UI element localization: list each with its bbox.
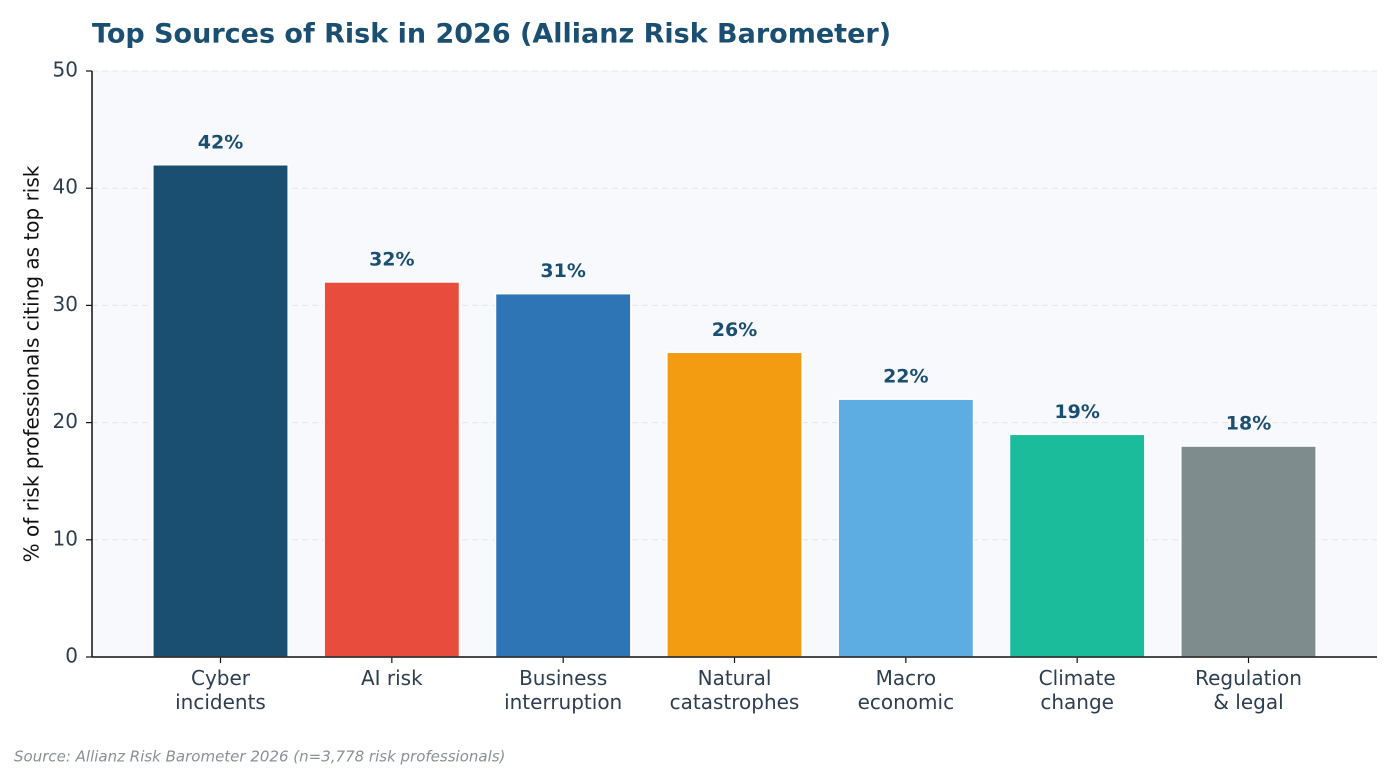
value-label: 18%	[1226, 413, 1271, 435]
value-label: 22%	[883, 366, 928, 388]
y-tick-label: 40	[53, 175, 78, 199]
bar	[1008, 433, 1146, 658]
bar	[837, 398, 975, 658]
bar	[152, 164, 289, 658]
value-label: 26%	[712, 319, 757, 341]
x-tick-label: Cyber incidents	[175, 666, 266, 714]
bar	[666, 351, 803, 658]
y-tick-label: 0	[65, 644, 78, 668]
value-label: 19%	[1054, 401, 1099, 423]
x-tick-label: Business interruption	[504, 666, 622, 714]
x-tick-label: Natural catastrophes	[670, 666, 800, 714]
x-tick-label: Macro economic	[858, 666, 954, 714]
y-tick-label: 10	[53, 526, 78, 550]
value-label: 31%	[540, 260, 585, 282]
value-label: 42%	[198, 131, 243, 153]
x-tick-label: Climate change	[1039, 666, 1116, 714]
source-note: Source: Allianz Risk Barometer 2026 (n=3…	[14, 748, 505, 766]
y-tick-label: 20	[53, 409, 78, 433]
bar	[323, 281, 461, 658]
y-axis-label: % of risk professionals citing as top ri…	[20, 165, 44, 562]
y-tick-label: 30	[53, 292, 78, 316]
x-tick-label: Regulation & legal	[1195, 666, 1302, 714]
chart-title: Top Sources of Risk in 2026 (Allianz Ris…	[92, 19, 891, 50]
bar	[1180, 445, 1317, 658]
y-tick-label: 50	[53, 58, 78, 82]
value-label: 32%	[369, 248, 414, 270]
bar	[494, 292, 632, 658]
x-tick-label: AI risk	[361, 666, 423, 690]
